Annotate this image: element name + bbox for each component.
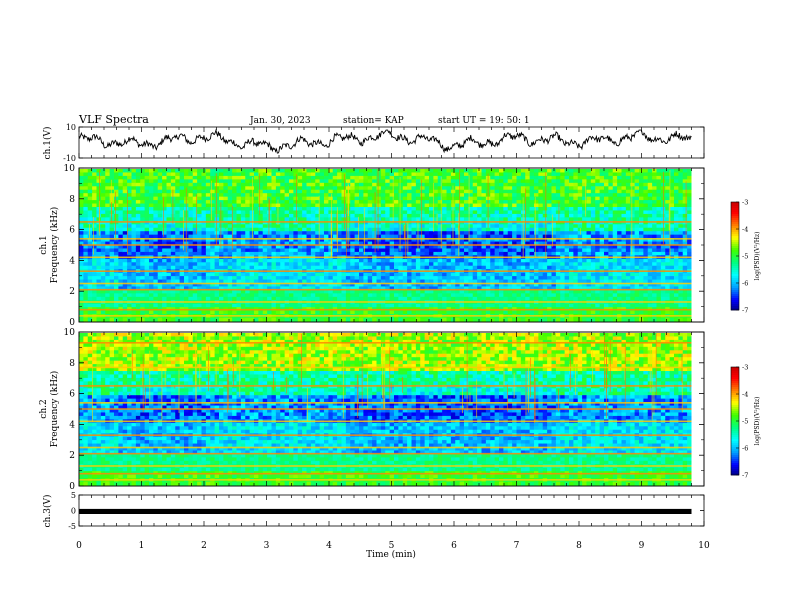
x-axis-ticks bbox=[78, 127, 705, 526]
ch1-trace-panel: 10 -10 ch.1(V) bbox=[42, 123, 705, 163]
y-tick-label: 4 bbox=[69, 256, 75, 266]
start-time-label: start UT = 19: 50: 1 bbox=[438, 116, 530, 126]
y-tick-label: 5 bbox=[71, 491, 76, 500]
ch1-spectrogram-panel: 0 2 4 6 8 10 ch.1 Frequency (kHz) bbox=[39, 164, 705, 328]
y-tick-label: -5 bbox=[68, 522, 76, 531]
colorbar-tick-label: -6 bbox=[742, 280, 748, 288]
ch2-frequency-label: Frequency (kHz) bbox=[49, 371, 60, 448]
colorbar-tick-label: -4 bbox=[742, 226, 748, 234]
y-tick-label: 0 bbox=[69, 318, 75, 328]
x-tick-label: 3 bbox=[264, 541, 270, 551]
ch3-y-label: ch.3(V) bbox=[42, 495, 53, 528]
colorbar-tick-label: -7 bbox=[742, 307, 748, 315]
y-tick-label: 0 bbox=[71, 507, 76, 516]
y-tick-label: 6 bbox=[69, 226, 75, 236]
x-tick-label: 0 bbox=[76, 541, 82, 551]
x-tick-label: 6 bbox=[451, 541, 457, 551]
y-tick-label: 10 bbox=[66, 123, 76, 132]
ch1-channel-label: ch.1 bbox=[39, 235, 49, 254]
ch1-y-label: ch.1(V) bbox=[42, 127, 53, 160]
colorbar-tick-label: -4 bbox=[742, 391, 748, 399]
x-tick-label: 1 bbox=[139, 541, 145, 551]
x-tick-label: 2 bbox=[201, 541, 207, 551]
colorbar-tick-label: -3 bbox=[742, 199, 748, 207]
station-label: station= KAP bbox=[343, 116, 404, 126]
ch2-colorbar: -3 -4 -5 -6 -7 log(PSD)(V²/Hz) bbox=[730, 364, 761, 480]
colorbar-label: log(PSD)(V²/Hz) bbox=[754, 232, 761, 281]
y-tick-label: -10 bbox=[63, 154, 76, 163]
ch2-spectrogram-y-ticks: 0 2 4 6 8 10 bbox=[64, 328, 704, 492]
y-tick-label: 8 bbox=[69, 195, 75, 205]
colorbar-tick-label: -5 bbox=[742, 418, 748, 426]
ch1-y-ticks: 10 -10 bbox=[63, 123, 704, 163]
y-tick-label: 0 bbox=[69, 482, 75, 492]
ch1-colorbar: -3 -4 -5 -6 -7 log(PSD)(V²/Hz) bbox=[730, 199, 761, 315]
y-tick-label: 10 bbox=[64, 164, 76, 174]
y-tick-label: 4 bbox=[69, 420, 75, 430]
colorbar-tick-label: -7 bbox=[742, 472, 748, 480]
x-tick-label: 7 bbox=[514, 541, 520, 551]
x-tick-label: 5 bbox=[389, 541, 395, 551]
y-tick-label: 10 bbox=[64, 328, 76, 338]
ch2-spectrogram-image bbox=[78, 331, 705, 487]
ch2-channel-label: ch.2 bbox=[39, 399, 49, 418]
colorbar-label: log(PSD)(V²/Hz) bbox=[754, 397, 761, 446]
y-tick-label: 2 bbox=[69, 451, 75, 461]
ch1-spectrogram-y-ticks: 0 2 4 6 8 10 bbox=[64, 164, 704, 328]
ch3-trace-band bbox=[79, 508, 692, 514]
x-tick-label: 9 bbox=[639, 541, 645, 551]
y-tick-label: 2 bbox=[69, 287, 75, 297]
ch3-y-ticks: 5 0 -5 bbox=[68, 491, 704, 531]
figure-title: VLF Spectra bbox=[78, 113, 149, 126]
x-tick-label: 4 bbox=[326, 541, 332, 551]
ch2-spectrogram-panel: 0 2 4 6 8 10 ch.2 Frequency (kHz) bbox=[39, 328, 705, 492]
y-tick-label: 6 bbox=[69, 390, 75, 400]
colorbar-tick-label: -3 bbox=[742, 364, 748, 372]
date-label: Jan. 30, 2023 bbox=[249, 116, 311, 126]
ch1-frequency-label: Frequency (kHz) bbox=[49, 207, 60, 284]
colorbar-tick-label: -6 bbox=[742, 445, 748, 453]
ch1-trace-line bbox=[78, 128, 692, 154]
x-tick-label: 10 bbox=[698, 541, 710, 551]
y-tick-label: 8 bbox=[69, 359, 75, 369]
x-tick-label: 8 bbox=[576, 541, 582, 551]
x-axis-label: Time (min) bbox=[366, 549, 416, 560]
ch1-spectrogram-image bbox=[78, 167, 705, 323]
colorbar-tick-label: -5 bbox=[742, 253, 748, 261]
x-axis-tick-labels: 0 1 2 3 4 5 6 7 8 9 10 bbox=[76, 541, 710, 551]
